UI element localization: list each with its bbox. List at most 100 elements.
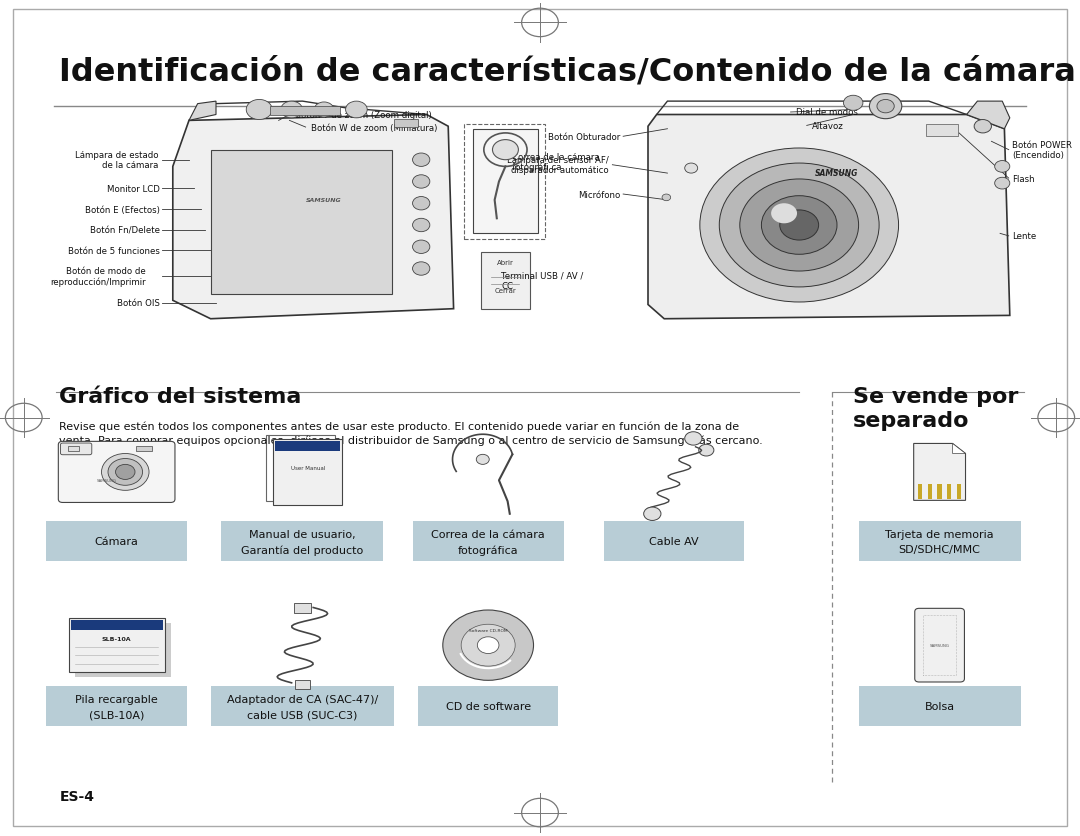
Bar <box>211 150 392 294</box>
Text: Identificación de características/Contenido de la cámara: Identificación de características/Conten… <box>59 57 1077 88</box>
Text: cable USB (SUC-C3): cable USB (SUC-C3) <box>247 710 357 720</box>
Circle shape <box>116 465 135 480</box>
Bar <box>926 125 958 137</box>
Text: SD/SDHC/MMC: SD/SDHC/MMC <box>899 545 981 555</box>
Text: Abrir: Abrir <box>497 259 514 266</box>
Circle shape <box>413 219 430 232</box>
Bar <box>46 522 187 562</box>
Text: Botón OIS: Botón OIS <box>117 299 160 308</box>
Text: Botón de 5 funciones: Botón de 5 funciones <box>68 247 160 255</box>
Circle shape <box>461 624 515 666</box>
Text: Lente: Lente <box>1012 232 1036 241</box>
Text: Revise que estén todos los componentes antes de usar este producto. El contenido: Revise que estén todos los componentes a… <box>59 421 764 446</box>
Circle shape <box>413 197 430 211</box>
Text: CD de software: CD de software <box>446 701 530 711</box>
Bar <box>68 446 79 451</box>
Text: fotográfica: fotográfica <box>458 544 518 555</box>
Circle shape <box>492 140 518 161</box>
Circle shape <box>413 154 430 167</box>
Text: Monitor LCD: Monitor LCD <box>107 185 160 193</box>
Circle shape <box>685 432 702 446</box>
Bar <box>923 615 956 675</box>
Text: Dial de modos: Dial de modos <box>796 109 858 117</box>
Circle shape <box>281 102 302 119</box>
Bar <box>928 484 932 499</box>
Text: Se vende por
separado: Se vende por separado <box>853 386 1018 431</box>
Text: (SLB-10A): (SLB-10A) <box>89 710 145 720</box>
Bar <box>71 620 163 630</box>
Polygon shape <box>953 444 966 454</box>
Text: Tarjeta de memoria: Tarjeta de memoria <box>886 529 994 539</box>
Bar <box>136 446 152 451</box>
Polygon shape <box>189 102 216 121</box>
Text: Flash: Flash <box>1012 175 1035 183</box>
Circle shape <box>761 196 837 255</box>
FancyBboxPatch shape <box>69 619 165 672</box>
Bar <box>413 522 564 562</box>
Text: SAMSUNG: SAMSUNG <box>930 644 949 647</box>
Bar <box>275 441 340 451</box>
Circle shape <box>877 100 894 114</box>
Circle shape <box>476 455 489 465</box>
Text: SLB-10A: SLB-10A <box>102 636 132 641</box>
Bar <box>295 681 310 689</box>
Bar <box>294 604 311 614</box>
Circle shape <box>413 241 430 254</box>
Circle shape <box>314 103 334 118</box>
Text: Micrófono: Micrófono <box>578 191 620 199</box>
Bar <box>604 522 744 562</box>
Circle shape <box>644 507 661 521</box>
Circle shape <box>413 176 430 189</box>
Text: Botón E (Efectos): Botón E (Efectos) <box>85 206 160 214</box>
Text: Correa de la cámara
fotográfi ca: Correa de la cámara fotográfi ca <box>512 152 599 172</box>
Text: Manual de usuario,: Manual de usuario, <box>249 529 355 539</box>
Text: Bolsa: Bolsa <box>924 701 955 711</box>
Circle shape <box>108 459 143 486</box>
FancyBboxPatch shape <box>915 609 964 682</box>
Bar <box>473 130 538 234</box>
Polygon shape <box>648 115 1010 319</box>
Bar <box>937 484 942 499</box>
Text: ES-4: ES-4 <box>59 789 94 803</box>
Bar <box>481 252 530 309</box>
Circle shape <box>995 161 1010 173</box>
Bar <box>46 686 187 726</box>
Bar <box>394 120 418 128</box>
Circle shape <box>843 96 863 111</box>
FancyBboxPatch shape <box>60 443 92 455</box>
Text: Pila recargable: Pila recargable <box>76 694 158 704</box>
Circle shape <box>246 100 272 120</box>
Circle shape <box>685 164 698 174</box>
Bar <box>859 686 1021 726</box>
FancyBboxPatch shape <box>76 624 172 677</box>
Circle shape <box>346 102 367 119</box>
Text: Cámara: Cámara <box>95 537 138 547</box>
Circle shape <box>771 204 797 224</box>
Text: Adaptador de CA (SAC-47)/: Adaptador de CA (SAC-47)/ <box>227 694 378 704</box>
Text: Botón Obturador: Botón Obturador <box>548 133 620 141</box>
Text: Botón POWER
(Encendido): Botón POWER (Encendido) <box>1012 140 1072 161</box>
Bar <box>270 107 340 115</box>
Text: Cable AV: Cable AV <box>649 537 699 547</box>
Circle shape <box>700 149 899 303</box>
Bar <box>859 522 1021 562</box>
Circle shape <box>102 454 149 491</box>
Text: Correa de la cámara: Correa de la cámara <box>431 529 545 539</box>
Circle shape <box>869 94 902 120</box>
Text: Botón W de zoom (Miniatura): Botón W de zoom (Miniatura) <box>311 124 437 132</box>
Text: Lámpara del sensor AF/
disparador automático: Lámpara del sensor AF/ disparador automá… <box>508 155 609 176</box>
Circle shape <box>699 445 714 456</box>
Text: User Manual: User Manual <box>291 466 325 471</box>
Text: SAMSUNG: SAMSUNG <box>97 479 118 482</box>
Text: Terminal USB / AV /
CC: Terminal USB / AV / CC <box>501 271 583 291</box>
Bar <box>918 484 922 499</box>
FancyBboxPatch shape <box>58 441 175 503</box>
Text: Cerrar: Cerrar <box>495 288 516 294</box>
Bar <box>418 686 558 726</box>
Circle shape <box>662 195 671 201</box>
Text: SAMSUNG: SAMSUNG <box>815 169 859 177</box>
Circle shape <box>477 637 499 654</box>
Circle shape <box>780 211 819 241</box>
Circle shape <box>740 180 859 272</box>
Bar <box>957 484 961 499</box>
